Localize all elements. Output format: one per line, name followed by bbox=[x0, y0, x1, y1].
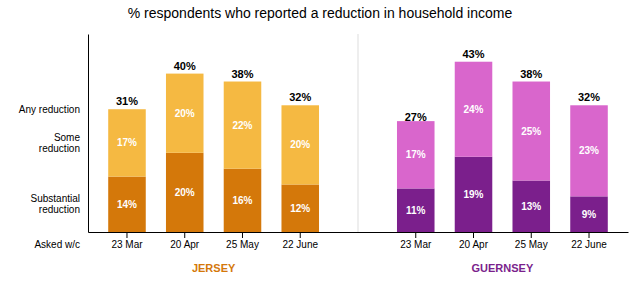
data-labels: 14% 20% 16% 12% 11% 19% 13% 9% 17% 20% 22% 20% 17% 24… bbox=[117, 104, 599, 220]
group-separators bbox=[358, 34, 359, 232]
x-tick-mark bbox=[242, 232, 243, 238]
x-tick: 23 Mar bbox=[400, 232, 432, 250]
x-tick-mark bbox=[473, 232, 474, 238]
x-tick-label: 23 Mar bbox=[111, 239, 143, 250]
title: % respondents who reported a reduction i… bbox=[128, 5, 513, 21]
x-tick-label: 25 May bbox=[515, 239, 548, 250]
x-tick-label: 20 Apr bbox=[459, 239, 489, 250]
series-1 bbox=[108, 62, 608, 197]
bar-segment bbox=[397, 121, 435, 188]
row-label: Any reduction bbox=[19, 104, 80, 115]
chart: 14% 20% 16% 12% 11% 19% 13% 9% 17% 20% 22% 20% 17% 24… bbox=[0, 0, 640, 284]
y-axis bbox=[88, 35, 89, 233]
total-label: 32% bbox=[578, 91, 600, 103]
total-label: 27% bbox=[405, 111, 427, 123]
group-labels: JERSEY GUERNSEY bbox=[192, 262, 534, 274]
total-label: 40% bbox=[174, 60, 196, 72]
x-tick: 23 Mar bbox=[111, 232, 143, 250]
total-label: 38% bbox=[520, 68, 542, 80]
data-label: 25% bbox=[521, 126, 541, 137]
x-tick-label: 22 June bbox=[282, 239, 318, 250]
bar-segment bbox=[397, 188, 435, 232]
y-axis-line bbox=[88, 35, 89, 233]
x-axis-label: Asked w/c bbox=[34, 239, 80, 250]
x-tick-mark bbox=[589, 232, 590, 238]
x-tick: 22 June bbox=[571, 232, 607, 250]
data-label: 14% bbox=[117, 199, 137, 210]
bar-segment bbox=[108, 109, 146, 176]
x-tick: 25 May bbox=[226, 232, 259, 250]
data-label: 20% bbox=[175, 187, 195, 198]
total-label: 32% bbox=[289, 91, 311, 103]
x-tick-label: 25 May bbox=[226, 239, 259, 250]
x-tick-label: 22 June bbox=[571, 239, 607, 250]
data-label: 23% bbox=[579, 145, 599, 156]
row-labels: Substantialreduction Somereduction Any red… bbox=[19, 104, 81, 216]
bar-segment bbox=[108, 177, 146, 232]
x-tick-mark bbox=[300, 232, 301, 238]
data-label: 17% bbox=[406, 149, 426, 160]
data-label: 9% bbox=[582, 209, 597, 220]
x-tick: 20 Apr bbox=[459, 232, 489, 250]
group-label: GUERNSEY bbox=[472, 262, 534, 274]
bar-segment bbox=[281, 184, 319, 232]
x-tick: 20 Apr bbox=[170, 232, 200, 250]
bar-segment bbox=[166, 74, 204, 153]
data-label: 20% bbox=[290, 139, 310, 150]
data-label: 13% bbox=[521, 201, 541, 212]
total-label: 31% bbox=[116, 95, 138, 107]
bar-segment bbox=[570, 105, 608, 196]
bar-segment bbox=[224, 169, 262, 232]
bar-segment bbox=[512, 181, 550, 232]
x-tick-mark bbox=[184, 232, 185, 238]
data-label: 16% bbox=[232, 195, 252, 206]
x-axis-line bbox=[89, 232, 629, 233]
bar-segment bbox=[224, 82, 262, 169]
data-label: 19% bbox=[464, 189, 484, 200]
data-label: 17% bbox=[117, 137, 137, 148]
bar-segment bbox=[455, 62, 493, 157]
bar-segment bbox=[455, 157, 493, 232]
x-tick: 25 May bbox=[515, 232, 548, 250]
row-label: Substantialreduction bbox=[31, 193, 80, 215]
bar-segment bbox=[512, 82, 550, 181]
x-axis: 23 Mar 20 Apr 25 May 22 June 23 Mar 20 Apr 25 … bbox=[89, 232, 629, 250]
x-tick: 22 June bbox=[282, 232, 318, 250]
group-label: JERSEY bbox=[192, 262, 236, 274]
group-separator bbox=[358, 34, 359, 232]
bar-segment bbox=[166, 153, 204, 232]
x-tick-mark bbox=[531, 232, 532, 238]
x-tick-label: 20 Apr bbox=[170, 239, 200, 250]
total-label: 43% bbox=[462, 48, 484, 60]
total-label: 38% bbox=[231, 68, 253, 80]
row-label: Somereduction bbox=[39, 132, 81, 154]
data-label: 20% bbox=[175, 108, 195, 119]
plot-area bbox=[108, 62, 608, 232]
data-label: 22% bbox=[232, 120, 252, 131]
x-tick-label: 23 Mar bbox=[400, 239, 432, 250]
total-labels: 31% 40% 38% 32% 27% 43% 38% 32% bbox=[116, 48, 600, 123]
data-label: 11% bbox=[406, 205, 426, 216]
x-tick-mark bbox=[415, 232, 416, 238]
bar-segment bbox=[281, 105, 319, 184]
bar-segment bbox=[570, 196, 608, 232]
data-label: 24% bbox=[464, 104, 484, 115]
data-label: 12% bbox=[290, 203, 310, 214]
x-tick-mark bbox=[126, 232, 127, 238]
